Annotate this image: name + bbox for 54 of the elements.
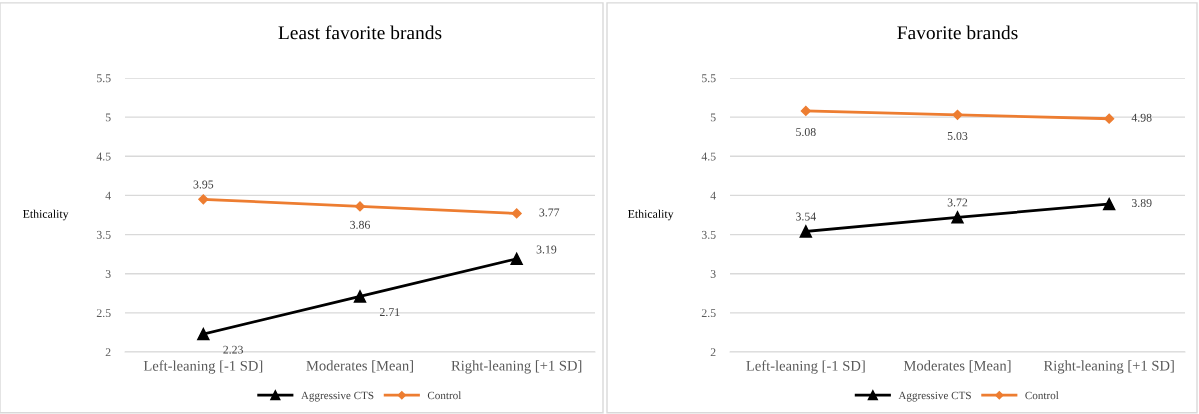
data-label: 3.86 xyxy=(350,220,370,229)
chart-title: Least favorite brands xyxy=(278,25,442,40)
point xyxy=(354,201,366,212)
legend-label: Control xyxy=(1025,391,1059,400)
point xyxy=(799,225,813,238)
y-tick-label: 4 xyxy=(105,191,111,200)
y-tick-label: 5.5 xyxy=(702,74,716,83)
point xyxy=(1104,113,1115,124)
point xyxy=(198,194,209,205)
y-tick-label: 3.5 xyxy=(96,230,111,239)
x-tick-label: Right-leaning [+1 SD] xyxy=(1043,360,1174,374)
point xyxy=(353,290,367,303)
data-label: 2.23 xyxy=(223,345,243,354)
data-label: 5.03 xyxy=(947,132,968,141)
x-tick-label: Left-leaning [-1 SD] xyxy=(143,360,263,374)
point xyxy=(510,252,523,266)
y-tick-label: 2.5 xyxy=(96,309,111,318)
data-label: 3.77 xyxy=(539,208,560,217)
point xyxy=(197,327,210,341)
legend-label: Control xyxy=(427,391,462,400)
y-tick-label: 4 xyxy=(710,191,716,200)
point xyxy=(511,208,522,219)
y-tick-label: 5 xyxy=(710,113,716,122)
data-label: 3.95 xyxy=(193,180,214,189)
y-axis-title: Ethicality xyxy=(628,209,674,221)
data-label: 3.89 xyxy=(1131,199,1152,208)
data-label: 4.98 xyxy=(1131,113,1152,122)
x-tick-label: Moderates [Mean] xyxy=(306,360,413,373)
data-label: 3.19 xyxy=(536,245,557,254)
y-tick-label: 3 xyxy=(105,269,111,278)
x-tick-label: Moderates [Mean] xyxy=(903,360,1011,373)
x-tick-label: Right-leaning [+1 SD] xyxy=(451,360,582,374)
legend-label: Aggressive CTS xyxy=(898,391,971,402)
y-tick-label: 3 xyxy=(710,269,716,278)
point xyxy=(800,105,811,116)
y-tick-label: 2 xyxy=(710,348,716,357)
y-tick-label: 4.5 xyxy=(701,152,716,161)
y-tick-label: 2.5 xyxy=(701,309,716,318)
y-tick-label: 5.5 xyxy=(97,74,111,83)
point xyxy=(1102,197,1116,211)
chart-title: Favorite brands xyxy=(897,25,1018,40)
y-tick-label: 4.5 xyxy=(96,152,111,161)
point xyxy=(952,109,963,120)
y-tick-label: 3.5 xyxy=(701,230,716,239)
data-label: 3.54 xyxy=(796,212,816,221)
y-tick-label: 5 xyxy=(105,113,111,122)
x-tick-label: Left-leaning [-1 SD] xyxy=(746,360,865,374)
data-label: 5.08 xyxy=(796,128,816,137)
point xyxy=(951,211,964,224)
data-label: 2.71 xyxy=(379,308,400,317)
y-axis-title: Ethicality xyxy=(23,209,69,221)
legend-label: Aggressive CTS xyxy=(301,391,374,402)
y-tick-label: 2 xyxy=(105,348,111,357)
data-label: 3.72 xyxy=(947,198,968,207)
